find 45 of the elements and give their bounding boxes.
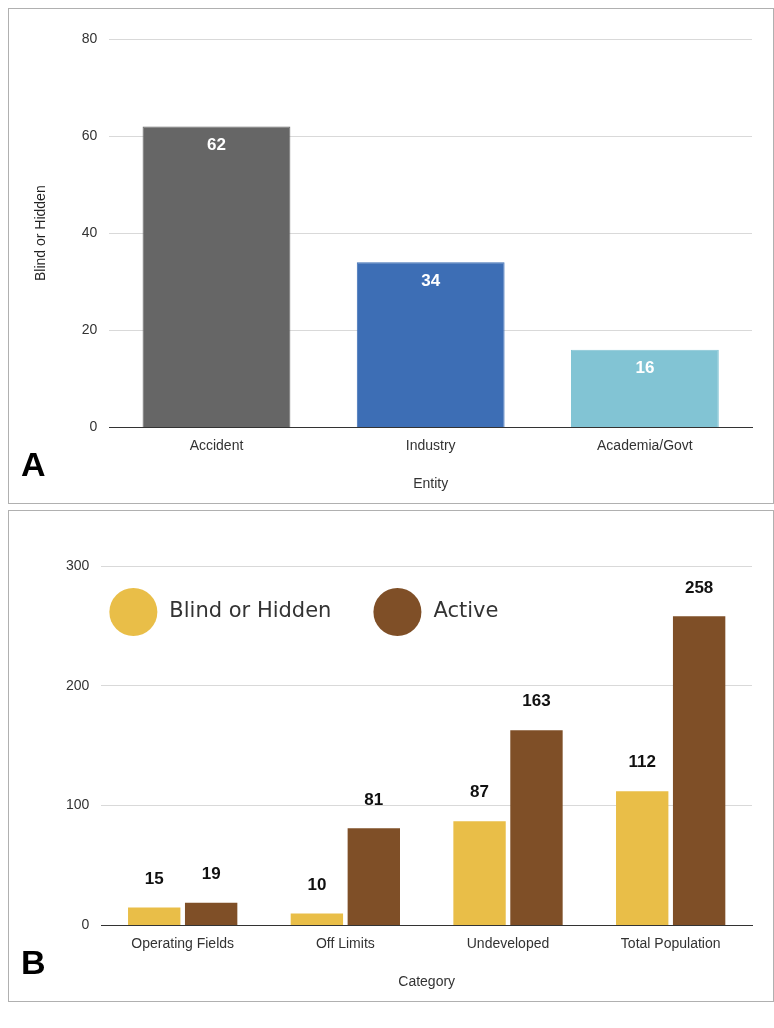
y-tick-label: 60 [81, 126, 98, 143]
y-tick-label: 200 [66, 676, 90, 693]
x-tick-label: Off Limits [315, 934, 375, 951]
data-label: 163 [522, 691, 551, 711]
legend-label: Active [433, 598, 499, 623]
x-tick-label: Undeveloped [466, 934, 550, 951]
bar [672, 616, 726, 925]
bar [453, 821, 506, 925]
data-label: 258 [684, 577, 714, 597]
y-axis-title: Blind or Hidden [32, 185, 49, 282]
y-tick-label: 20 [81, 321, 98, 338]
data-label: 10 [307, 874, 327, 894]
legend-label: Blind or Hidden [169, 598, 332, 623]
bar [356, 262, 505, 427]
bar [616, 791, 669, 925]
x-tick-label: Academia/Govt [597, 436, 693, 453]
data-label: 15 [144, 868, 164, 888]
data-label: 81 [364, 789, 384, 809]
data-label: 112 [628, 752, 656, 772]
x-axis-title: Entity [413, 475, 449, 492]
y-tick-label: 0 [89, 418, 98, 435]
data-label: 87 [470, 782, 489, 802]
data-label: 62 [207, 134, 226, 154]
y-tick-label: 40 [81, 224, 98, 241]
y-tick-label: 80 [81, 29, 98, 46]
x-tick-label: Operating Fields [131, 934, 235, 951]
bar [184, 902, 238, 925]
bar [128, 907, 181, 925]
y-tick-label: 0 [81, 916, 90, 933]
bar [347, 828, 400, 925]
x-tick-label: Accident [189, 436, 244, 453]
bar [142, 126, 291, 427]
data-label: 34 [421, 270, 441, 290]
data-label: 19 [201, 863, 221, 883]
x-axis-title: Category [398, 973, 456, 990]
text: A [21, 445, 46, 484]
bar [290, 913, 344, 925]
text: B [21, 943, 46, 982]
y-tick-label: 300 [66, 556, 90, 573]
y-tick-label: 100 [66, 796, 90, 813]
x-tick-label: Industry [405, 436, 456, 453]
data-label: 16 [635, 357, 655, 377]
bar [510, 730, 563, 925]
bar [570, 349, 719, 427]
x-tick-label: Total Population [620, 934, 721, 951]
